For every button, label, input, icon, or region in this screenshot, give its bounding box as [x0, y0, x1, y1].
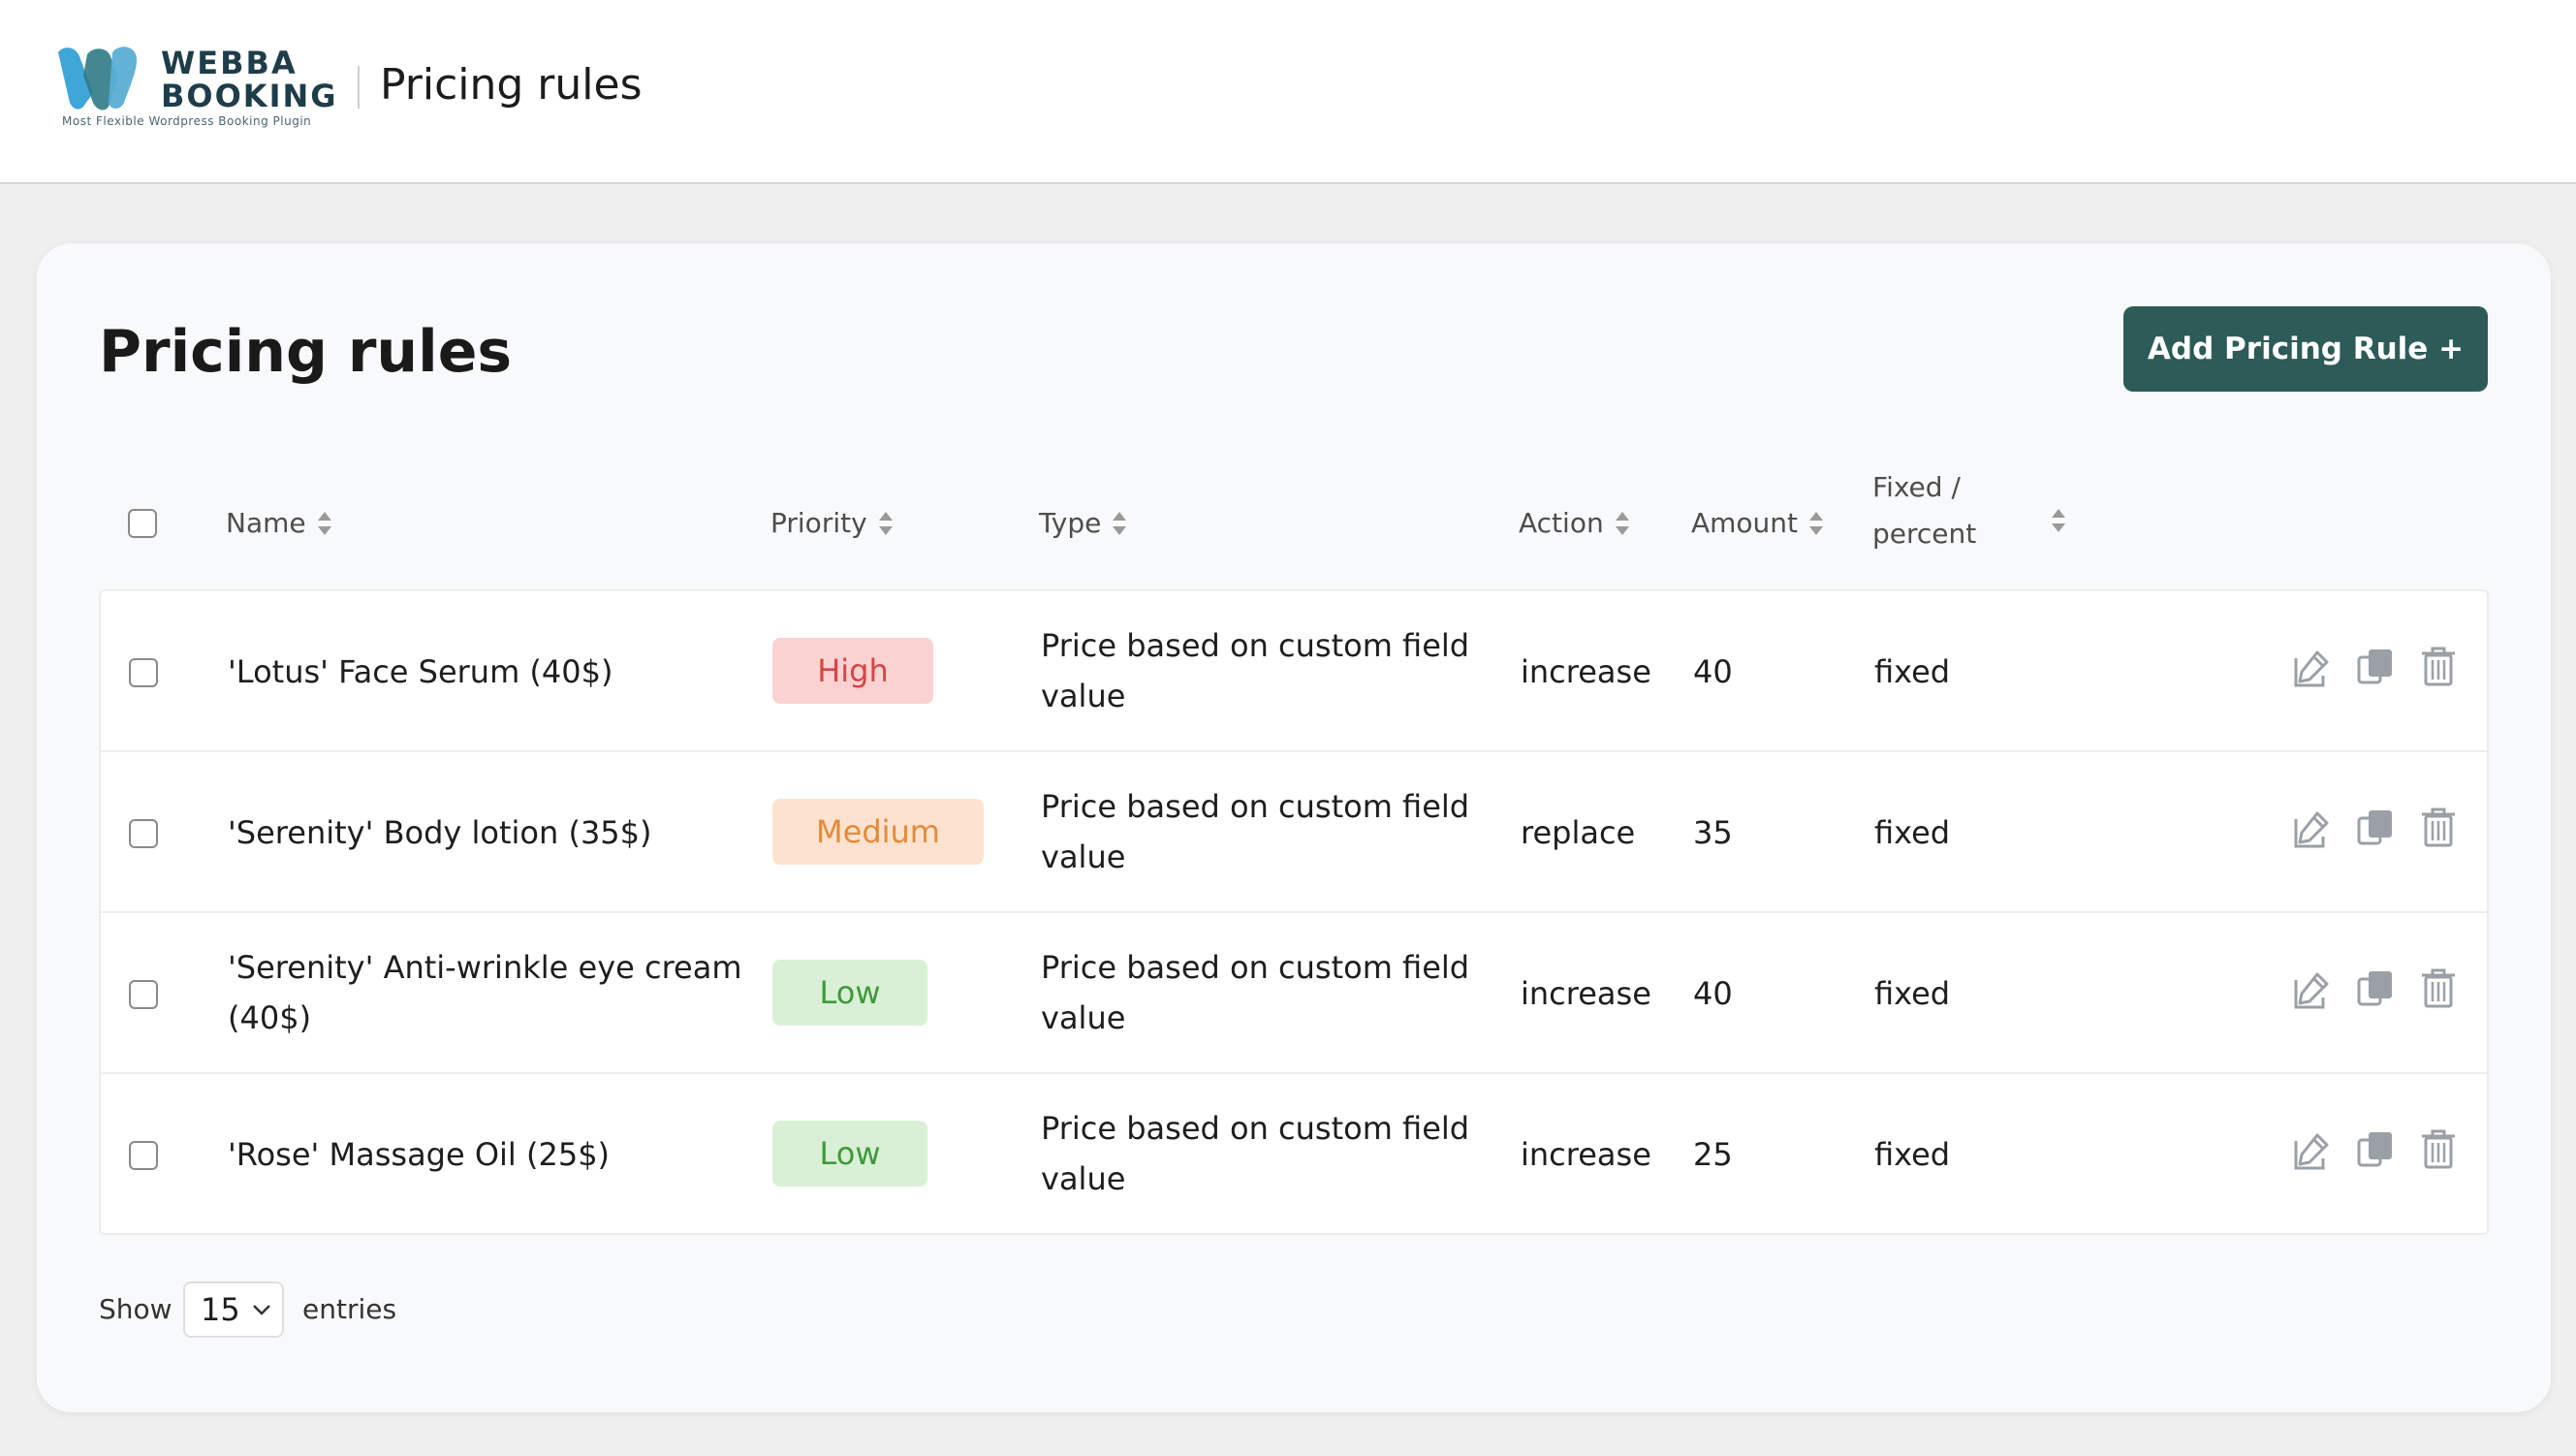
rule-name-line-1: 'Lotus' Face Serum (40$) [228, 653, 613, 690]
edit-icon[interactable] [2292, 647, 2333, 687]
duplicate-icon[interactable] [2355, 1128, 2396, 1169]
rule-name-line-1: 'Serenity' Anti-wrinkle eye cream [228, 949, 742, 986]
rule-name: 'Rose' Massage Oil (25$) [228, 1129, 610, 1180]
rule-type: Price based on custom field value [1041, 942, 1469, 1043]
column-header-action[interactable]: Action [1519, 507, 1631, 539]
rule-name-line-2: (40$) [228, 999, 312, 1036]
rule-amount: 40 [1693, 975, 1733, 1012]
rule-type-line-2: value [1041, 999, 1126, 1036]
column-header-amount[interactable]: Amount [1691, 507, 1825, 539]
column-header-type[interactable]: Type [1039, 507, 1128, 539]
duplicate-icon[interactable] [2355, 807, 2396, 847]
rule-type-line-1: Price based on custom field [1041, 627, 1470, 664]
table-header: Name Priority Type Action Amount Fixed /… [37, 464, 2551, 583]
rule-fixed-percent: fixed [1874, 814, 1951, 851]
rule-amount: 25 [1693, 1136, 1733, 1173]
logo-line-1: WEBBA [161, 45, 298, 81]
header-divider [358, 66, 360, 109]
rule-type-line-1: Price based on custom field [1041, 1110, 1470, 1147]
edit-icon[interactable] [2292, 1129, 2333, 1170]
entries-per-page-select[interactable]: 15 [183, 1282, 284, 1338]
rule-name: 'Serenity' Body lotion (35$) [228, 807, 652, 858]
logo-line-2: BOOKING [161, 78, 338, 114]
rule-type: Price based on custom field value [1041, 1103, 1469, 1204]
priority-badge: Medium [772, 799, 984, 865]
delete-icon[interactable] [2418, 646, 2459, 686]
select-all-checkbox[interactable] [128, 509, 157, 538]
rule-name-line-1: 'Rose' Massage Oil (25$) [228, 1136, 611, 1173]
table-row[interactable]: 'Serenity' Anti-wrinkle eye cream (40$) … [101, 913, 2487, 1074]
column-priority-label: Priority [770, 507, 867, 539]
table-row[interactable]: 'Rose' Massage Oil (25$) Low Price based… [101, 1074, 2487, 1235]
sort-icon[interactable] [2050, 507, 2067, 534]
column-name-label: Name [226, 507, 306, 539]
column-percent-label: percent [1872, 518, 1977, 550]
column-header-name[interactable]: Name [226, 507, 333, 539]
edit-icon[interactable] [2292, 968, 2333, 1009]
rule-action: replace [1521, 814, 1636, 851]
delete-icon[interactable] [2418, 807, 2459, 847]
sort-icon[interactable] [1807, 510, 1825, 537]
column-header-priority[interactable]: Priority [770, 507, 895, 539]
rule-amount: 35 [1693, 814, 1733, 851]
add-pricing-rule-button[interactable]: Add Pricing Rule + [2123, 306, 2488, 392]
rule-type: Price based on custom field value [1041, 620, 1469, 721]
rule-amount: 40 [1693, 653, 1733, 690]
logo-tagline: Most Flexible Wordpress Booking Plugin [62, 114, 312, 128]
logo-wordmark: WEBBA BOOKING [161, 47, 338, 112]
rule-name: 'Serenity' Anti-wrinkle eye cream (40$) [228, 942, 742, 1043]
rule-fixed-percent: fixed [1874, 653, 1951, 690]
rule-type-line-2: value [1041, 1160, 1126, 1197]
rule-action: increase [1521, 975, 1651, 1012]
rule-type-line-1: Price based on custom field [1041, 949, 1470, 986]
column-action-label: Action [1519, 507, 1604, 539]
pricing-rules-card: Pricing rules Add Pricing Rule + Name Pr… [37, 243, 2551, 1412]
sort-icon[interactable] [316, 510, 333, 537]
column-amount-label: Amount [1691, 507, 1799, 539]
delete-icon[interactable] [2418, 967, 2459, 1008]
entries-value: 15 [201, 1291, 240, 1328]
rule-action: increase [1521, 653, 1651, 690]
rule-type-line-2: value [1041, 678, 1126, 714]
sort-icon[interactable] [1111, 510, 1128, 537]
column-type-label: Type [1039, 507, 1102, 539]
pricing-rules-table: 'Lotus' Face Serum (40$) High Price base… [99, 589, 2489, 1235]
page-title: Pricing rules [99, 318, 513, 386]
top-header: WEBBA BOOKING Most Flexible Wordpress Bo… [0, 0, 2576, 184]
header-title: Pricing rules [380, 60, 643, 110]
webba-logo-mark-icon [58, 47, 138, 111]
rule-fixed-percent: fixed [1874, 1136, 1951, 1173]
column-header-fixed-percent[interactable]: Fixed / percent [1872, 464, 1976, 557]
rule-type: Price based on custom field value [1041, 781, 1469, 882]
priority-badge: High [772, 638, 933, 704]
row-checkbox[interactable] [129, 980, 158, 1009]
webba-booking-logo[interactable]: WEBBA BOOKING Most Flexible Wordpress Bo… [54, 43, 336, 136]
priority-badge: Low [772, 1121, 927, 1187]
chevron-down-icon [252, 1305, 270, 1315]
duplicate-icon[interactable] [2355, 967, 2396, 1008]
row-checkbox[interactable] [129, 658, 158, 687]
sort-icon[interactable] [877, 510, 895, 537]
priority-badge: Low [772, 960, 927, 1026]
sort-icon[interactable] [1614, 510, 1631, 537]
table-row[interactable]: 'Lotus' Face Serum (40$) High Price base… [101, 591, 2487, 752]
duplicate-icon[interactable] [2355, 646, 2396, 686]
row-checkbox[interactable] [129, 819, 158, 848]
show-label: Show [99, 1293, 173, 1325]
rule-type-line-1: Price based on custom field [1041, 788, 1470, 825]
edit-icon[interactable] [2292, 807, 2333, 848]
table-row[interactable]: 'Serenity' Body lotion (35$) Medium Pric… [101, 752, 2487, 913]
rule-action: increase [1521, 1136, 1651, 1173]
rule-type-line-2: value [1041, 839, 1126, 875]
row-checkbox[interactable] [129, 1141, 158, 1170]
rule-name: 'Lotus' Face Serum (40$) [228, 647, 613, 697]
entries-label: entries [302, 1293, 397, 1325]
delete-icon[interactable] [2418, 1128, 2459, 1169]
rule-name-line-1: 'Serenity' Body lotion (35$) [228, 814, 652, 851]
column-fixed-label: Fixed / [1872, 471, 1961, 503]
rule-fixed-percent: fixed [1874, 975, 1951, 1012]
